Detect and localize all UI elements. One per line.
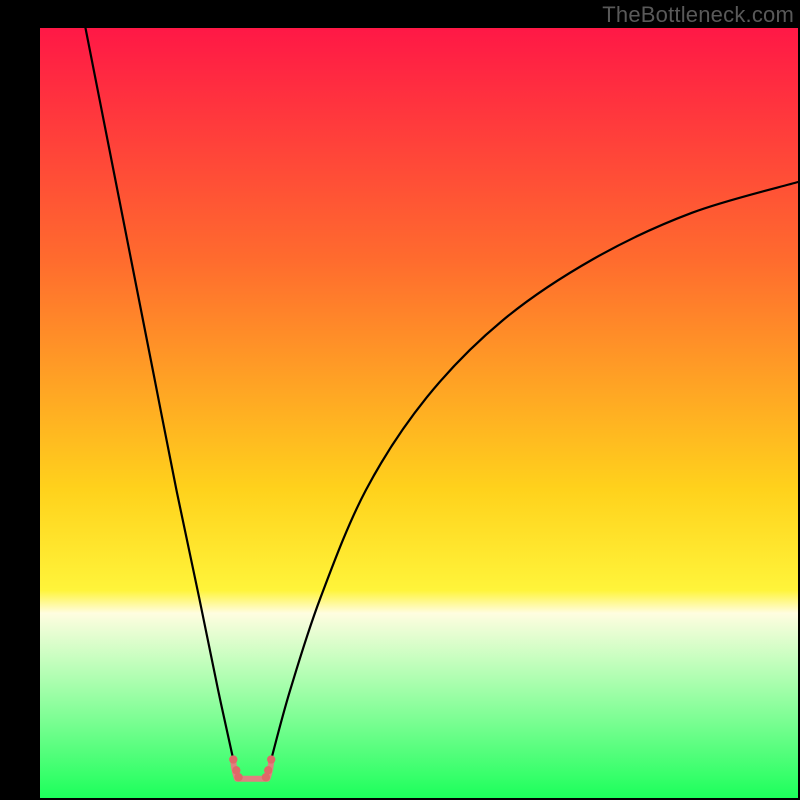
notch-dot	[264, 766, 272, 774]
notch-dot	[234, 773, 242, 781]
watermark-text: TheBottleneck.com	[602, 2, 794, 28]
notch-dot	[229, 755, 237, 763]
bottleneck-curve	[40, 28, 798, 798]
chart-frame: TheBottleneck.com	[0, 0, 800, 800]
curve-right-branch	[271, 182, 798, 760]
plot-area	[40, 28, 798, 798]
curve-left-branch	[85, 28, 233, 760]
notch-dot	[267, 755, 275, 763]
